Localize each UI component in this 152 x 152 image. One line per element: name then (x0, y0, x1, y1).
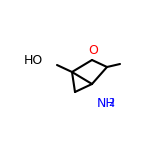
Text: O: O (88, 44, 98, 57)
Text: 2: 2 (108, 98, 114, 108)
Text: NH: NH (97, 97, 116, 110)
Text: HO: HO (24, 55, 43, 67)
